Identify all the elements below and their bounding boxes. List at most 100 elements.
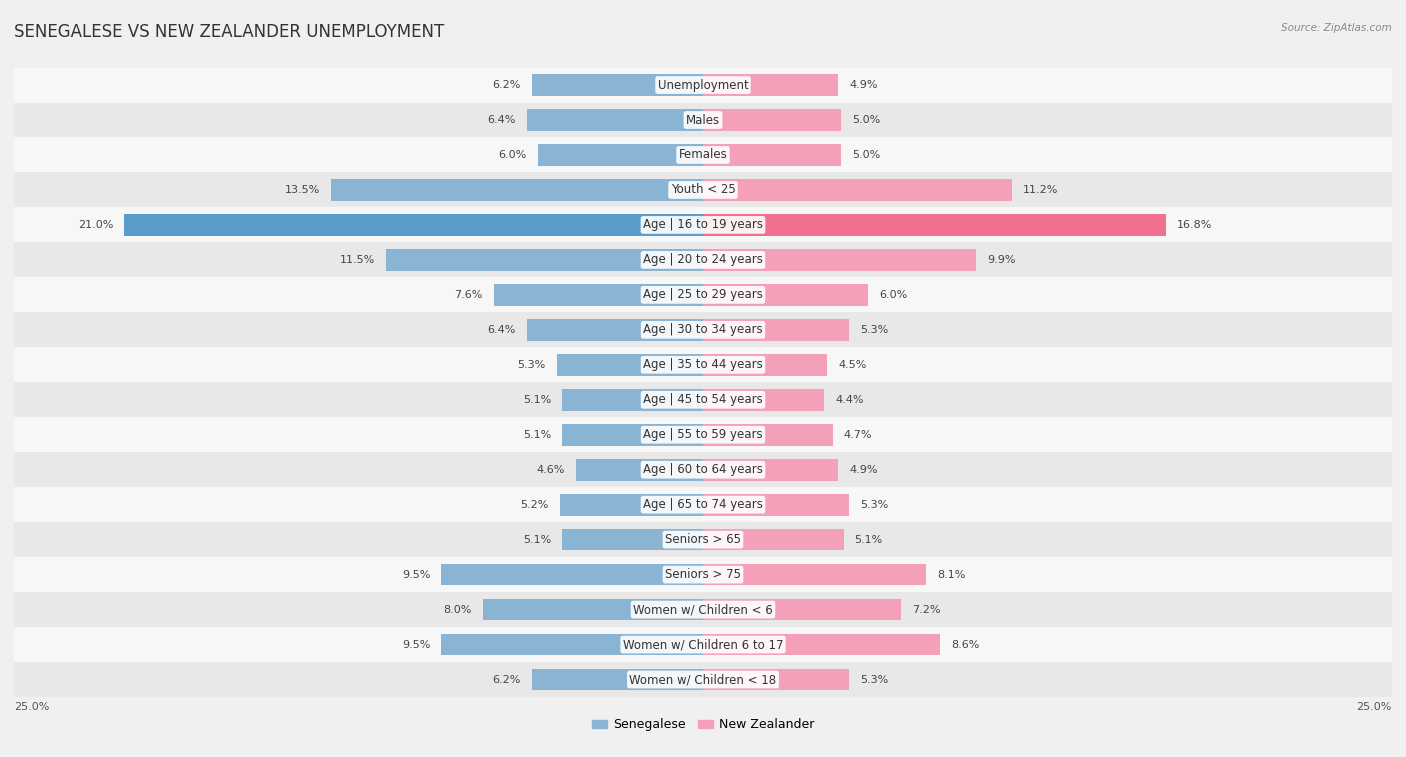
Text: 11.2%: 11.2% xyxy=(1022,185,1059,195)
Bar xyxy=(703,319,849,341)
Bar xyxy=(494,284,703,306)
Text: 5.1%: 5.1% xyxy=(523,394,551,405)
Legend: Senegalese, New Zealander: Senegalese, New Zealander xyxy=(586,713,820,737)
Bar xyxy=(703,389,824,410)
Bar xyxy=(441,564,703,585)
Text: 5.2%: 5.2% xyxy=(520,500,548,509)
Bar xyxy=(14,592,1392,627)
Text: Age | 55 to 59 years: Age | 55 to 59 years xyxy=(643,428,763,441)
Text: 6.2%: 6.2% xyxy=(492,80,522,90)
Text: Women w/ Children < 6: Women w/ Children < 6 xyxy=(633,603,773,616)
Text: 7.6%: 7.6% xyxy=(454,290,482,300)
Text: Youth < 25: Youth < 25 xyxy=(671,183,735,197)
Bar xyxy=(562,424,703,446)
Bar xyxy=(330,179,703,201)
Bar xyxy=(14,277,1392,313)
Text: 13.5%: 13.5% xyxy=(284,185,321,195)
Bar xyxy=(703,459,838,481)
Text: 5.3%: 5.3% xyxy=(860,325,889,335)
Bar xyxy=(14,173,1392,207)
Bar xyxy=(703,284,869,306)
Text: Age | 65 to 74 years: Age | 65 to 74 years xyxy=(643,498,763,511)
Text: 11.5%: 11.5% xyxy=(340,255,375,265)
Bar xyxy=(703,494,849,516)
Bar xyxy=(14,627,1392,662)
Text: 5.3%: 5.3% xyxy=(860,674,889,684)
Text: 16.8%: 16.8% xyxy=(1177,220,1212,230)
Bar xyxy=(14,452,1392,488)
Text: 4.9%: 4.9% xyxy=(849,80,877,90)
Text: 25.0%: 25.0% xyxy=(1357,702,1392,712)
Text: 5.1%: 5.1% xyxy=(523,430,551,440)
Text: Women w/ Children < 18: Women w/ Children < 18 xyxy=(630,673,776,686)
Text: Age | 16 to 19 years: Age | 16 to 19 years xyxy=(643,219,763,232)
Bar xyxy=(703,74,838,96)
Bar xyxy=(703,599,901,621)
Bar xyxy=(14,488,1392,522)
Bar xyxy=(441,634,703,656)
Bar xyxy=(14,347,1392,382)
Text: Females: Females xyxy=(679,148,727,161)
Bar xyxy=(562,529,703,550)
Bar xyxy=(703,179,1012,201)
Bar xyxy=(482,599,703,621)
Bar xyxy=(562,389,703,410)
Text: 6.4%: 6.4% xyxy=(488,115,516,125)
Text: Seniors > 65: Seniors > 65 xyxy=(665,533,741,546)
Bar xyxy=(124,214,703,235)
Bar xyxy=(703,634,941,656)
Bar xyxy=(527,319,703,341)
Text: 4.9%: 4.9% xyxy=(849,465,877,475)
Text: 4.4%: 4.4% xyxy=(835,394,863,405)
Text: 5.1%: 5.1% xyxy=(855,534,883,544)
Bar xyxy=(576,459,703,481)
Bar xyxy=(703,249,976,271)
Text: 6.2%: 6.2% xyxy=(492,674,522,684)
Bar xyxy=(703,109,841,131)
Text: Age | 20 to 24 years: Age | 20 to 24 years xyxy=(643,254,763,266)
Text: 4.5%: 4.5% xyxy=(838,360,866,370)
Text: 9.5%: 9.5% xyxy=(402,569,430,580)
Bar xyxy=(703,529,844,550)
Bar xyxy=(557,354,703,375)
Text: 6.4%: 6.4% xyxy=(488,325,516,335)
Text: Males: Males xyxy=(686,114,720,126)
Text: 7.2%: 7.2% xyxy=(912,605,941,615)
Text: Age | 60 to 64 years: Age | 60 to 64 years xyxy=(643,463,763,476)
Bar xyxy=(527,109,703,131)
Text: 4.7%: 4.7% xyxy=(844,430,872,440)
Bar xyxy=(14,557,1392,592)
Text: 5.3%: 5.3% xyxy=(860,500,889,509)
Bar xyxy=(703,564,927,585)
Bar xyxy=(531,668,703,690)
Text: 9.9%: 9.9% xyxy=(987,255,1015,265)
Bar xyxy=(531,74,703,96)
Text: 21.0%: 21.0% xyxy=(77,220,114,230)
Text: Age | 30 to 34 years: Age | 30 to 34 years xyxy=(643,323,763,336)
Text: 8.1%: 8.1% xyxy=(938,569,966,580)
Text: 6.0%: 6.0% xyxy=(498,150,527,160)
Bar xyxy=(14,662,1392,697)
Bar xyxy=(560,494,703,516)
Text: Source: ZipAtlas.com: Source: ZipAtlas.com xyxy=(1281,23,1392,33)
Text: Women w/ Children 6 to 17: Women w/ Children 6 to 17 xyxy=(623,638,783,651)
Bar xyxy=(703,668,849,690)
Bar xyxy=(14,313,1392,347)
Text: Seniors > 75: Seniors > 75 xyxy=(665,568,741,581)
Bar xyxy=(14,207,1392,242)
Text: 5.0%: 5.0% xyxy=(852,115,880,125)
Text: Age | 45 to 54 years: Age | 45 to 54 years xyxy=(643,394,763,407)
Bar xyxy=(14,102,1392,138)
Bar xyxy=(14,67,1392,102)
Text: 5.1%: 5.1% xyxy=(523,534,551,544)
Bar xyxy=(387,249,703,271)
Bar xyxy=(703,354,827,375)
Bar xyxy=(14,382,1392,417)
Text: Unemployment: Unemployment xyxy=(658,79,748,92)
Text: 5.3%: 5.3% xyxy=(517,360,546,370)
Text: 8.0%: 8.0% xyxy=(443,605,471,615)
Bar xyxy=(703,144,841,166)
Bar xyxy=(14,522,1392,557)
Text: Age | 25 to 29 years: Age | 25 to 29 years xyxy=(643,288,763,301)
Bar xyxy=(14,417,1392,452)
